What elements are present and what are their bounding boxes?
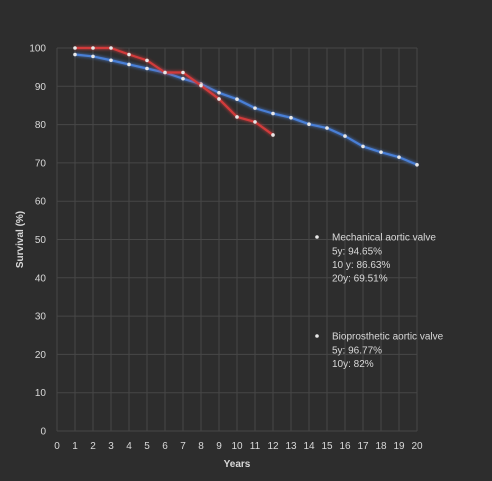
data-point xyxy=(397,155,401,159)
data-point xyxy=(163,70,167,75)
data-point xyxy=(217,97,221,101)
data-point xyxy=(181,76,185,81)
x-tick-label: 13 xyxy=(285,441,297,452)
x-tick-label: 1 xyxy=(72,441,78,452)
data-point xyxy=(91,54,95,59)
x-tick-label: 6 xyxy=(162,441,168,452)
y-tick-label: 10 xyxy=(35,388,47,399)
x-tick-label: 17 xyxy=(357,441,369,452)
y-tick-label: 30 xyxy=(35,312,47,323)
x-tick-label: 5 xyxy=(144,441,150,452)
x-tick-label: 10 xyxy=(231,441,243,452)
legend-annotation: 5y: 96.77% xyxy=(332,346,382,357)
data-point xyxy=(325,126,329,130)
x-tick-label: 3 xyxy=(108,441,114,452)
data-point xyxy=(181,70,185,75)
y-tick-label: 40 xyxy=(35,273,47,284)
y-tick-label: 0 xyxy=(40,427,46,438)
data-point xyxy=(145,66,149,71)
data-point xyxy=(271,133,275,137)
x-tick-label: 0 xyxy=(54,441,60,452)
x-tick-label: 8 xyxy=(198,441,204,452)
data-point xyxy=(361,144,365,149)
data-point xyxy=(199,83,203,88)
legend-annotation: 5y: 94.65% xyxy=(332,247,382,258)
series-bioprosthetic xyxy=(73,46,275,137)
data-point xyxy=(127,62,131,67)
legend-label: Bioprosthetic aortic valve xyxy=(332,332,444,343)
data-point xyxy=(145,58,149,63)
y-tick-label: 80 xyxy=(35,120,47,131)
legend-marker xyxy=(315,334,319,338)
y-tick-label: 20 xyxy=(35,350,47,361)
x-tick-label: 14 xyxy=(303,441,315,452)
x-tick-label: 9 xyxy=(216,441,222,452)
data-point xyxy=(253,120,257,124)
x-tick-label: 15 xyxy=(321,441,333,452)
x-tick-label: 4 xyxy=(126,441,132,452)
legend-label: Mechanical aortic valve xyxy=(332,233,436,244)
series-line xyxy=(75,46,274,136)
data-point xyxy=(73,52,77,57)
legend-annotation: 10y: 82% xyxy=(332,359,374,370)
y-tick-label: 50 xyxy=(35,235,47,246)
series-line xyxy=(74,53,418,166)
data-point xyxy=(235,115,239,119)
y-tick-label: 90 xyxy=(35,82,47,93)
data-point xyxy=(235,97,239,102)
legend-annotation: 10 y: 86.63% xyxy=(332,260,390,271)
y-tick-label: 100 xyxy=(29,44,46,55)
x-tick-label: 7 xyxy=(180,441,186,452)
x-tick-label: 11 xyxy=(250,441,261,452)
x-tick-label: 18 xyxy=(375,441,387,452)
legend-annotation: 20y: 69.51% xyxy=(332,274,388,285)
legend-layer: Mechanical aortic valve 5y: 94.65% 10 y: 8… xyxy=(305,233,444,370)
data-point xyxy=(127,52,131,57)
grid-layer xyxy=(56,47,418,432)
data-point xyxy=(109,58,113,63)
y-tick-label: 60 xyxy=(35,197,47,208)
legend-marker xyxy=(315,235,319,239)
x-tick-label: 12 xyxy=(267,441,279,452)
data-point xyxy=(253,106,257,110)
x-tick-label: 19 xyxy=(393,441,405,452)
y-axis-title: Survival (%) xyxy=(15,211,26,268)
data-point xyxy=(415,162,419,167)
data-point xyxy=(307,122,311,127)
x-tick-label: 20 xyxy=(411,441,423,452)
x-tick-label: 16 xyxy=(339,441,351,452)
series-mechanical xyxy=(73,52,419,167)
series-layer xyxy=(73,46,419,167)
y-tick-label: 70 xyxy=(35,158,47,169)
legend-entry-bioprosthetic: Bioprosthetic aortic valve 5y: 96.77% 10y:… xyxy=(305,332,444,370)
data-point xyxy=(73,46,77,50)
x-tick-label: 2 xyxy=(90,441,96,452)
x-axis-title: Years xyxy=(224,459,251,470)
data-point xyxy=(271,111,275,116)
data-point xyxy=(217,91,221,95)
data-point xyxy=(379,150,383,154)
data-point xyxy=(91,46,95,50)
legend-entry-mechanical: Mechanical aortic valve 5y: 94.65% 10 y: 8… xyxy=(305,233,436,285)
data-point xyxy=(289,115,293,120)
data-point xyxy=(343,134,347,138)
data-point xyxy=(109,46,113,50)
axis-layer: 0 1 2 3 4 5 6 7 8 9 10 11 12 13 14 15 16 17 18 19 2001020304… xyxy=(15,44,423,471)
